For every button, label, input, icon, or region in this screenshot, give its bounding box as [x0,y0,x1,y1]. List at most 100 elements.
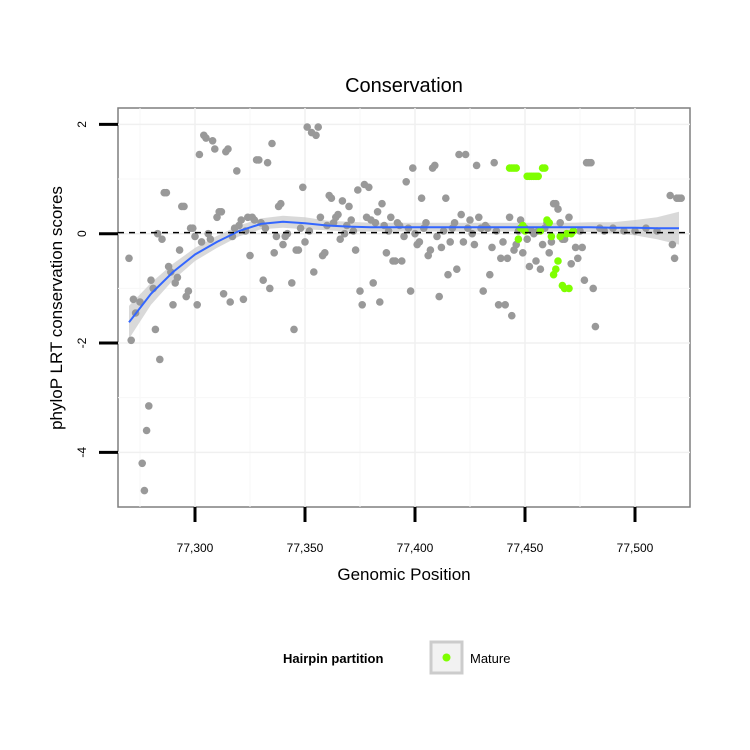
point-other [356,287,364,295]
point-other [321,249,329,257]
point-other [406,287,415,295]
point-other [314,123,323,131]
point-other [136,298,144,306]
point-other [270,249,279,257]
point-other [371,219,380,227]
point-other [437,243,446,252]
point-other [305,227,314,235]
point-other [488,243,496,252]
point-other [296,224,305,232]
x-tick-label: 77,400 [397,541,434,555]
point-other [497,254,505,263]
point-other [376,298,384,306]
legend-label-mature: Mature [470,651,510,666]
point-other [545,249,553,257]
point-other [288,279,296,287]
point-other [125,254,133,263]
point-other [479,287,488,295]
point-other [211,145,219,153]
point-other [193,301,201,309]
point-mature [547,232,556,241]
point-other [538,240,547,249]
point-other [279,240,287,249]
point-other [162,188,171,197]
point-other [169,301,177,309]
point-other [400,232,408,241]
point-mature [534,172,542,181]
point-other [365,183,373,192]
legend: Hairpin partition Mature [283,640,510,675]
point-mature [521,227,529,235]
point-other [554,205,562,213]
point-mature [545,219,553,227]
point-other [259,276,268,285]
point-other [433,232,441,241]
point-other [453,265,461,274]
plot-panel [117,107,691,508]
point-other [501,301,510,309]
point-other [294,246,303,254]
x-tick-label: 77,350 [287,541,324,555]
point-other [127,336,135,345]
point-other [391,257,400,265]
point-other [217,208,226,216]
point-other [140,486,149,495]
point-other [250,216,259,224]
point-other [547,238,556,246]
point-other [475,213,483,222]
point-other [444,270,452,279]
point-other [666,191,674,200]
point-other [254,156,263,164]
point-other [345,202,353,211]
point-other [457,210,466,219]
point-other [508,311,516,320]
point-other [224,145,232,153]
data-points [125,123,685,495]
chart-title: Conservation [345,75,463,97]
point-other [347,216,356,224]
point-other [156,355,164,364]
point-other [556,219,564,227]
point-other [153,229,162,238]
point-other [351,246,360,254]
point-mature [541,164,549,172]
confidence-band [129,211,679,339]
point-other [468,229,477,238]
point-other [334,210,342,219]
point-mature [514,235,523,243]
point-mature [554,257,562,265]
point-other [411,229,419,238]
point-mature [512,164,520,172]
point-other [316,213,325,222]
point-other [290,325,298,334]
point-other [173,273,182,282]
y-tick-label: 0 [75,230,89,237]
point-other [677,194,685,202]
point-other [580,276,589,285]
point-other [147,276,155,285]
x-axis: 77,300 77,350 77,400 77,450 77,500 [177,507,654,555]
y-tick-label: -2 [75,337,89,348]
point-other [158,235,166,243]
point-other [525,262,534,271]
point-other [191,232,199,241]
smooth-line [128,220,679,323]
point-other [151,325,160,334]
point-other [301,238,309,246]
point-other [189,224,197,232]
point-other [589,284,597,293]
point-mature [552,265,560,274]
x-tick-label: 77,450 [507,541,544,555]
point-other [494,301,503,309]
point-other [466,216,474,224]
point-other [461,150,470,159]
confidence-band-area [129,211,679,339]
point-other [340,229,349,238]
point-other [490,158,499,167]
point-other [591,322,600,331]
point-other [312,131,320,140]
point-other [299,183,307,192]
point-other [571,243,580,252]
point-other [145,402,153,410]
y-tick-label: -4 [75,447,89,458]
